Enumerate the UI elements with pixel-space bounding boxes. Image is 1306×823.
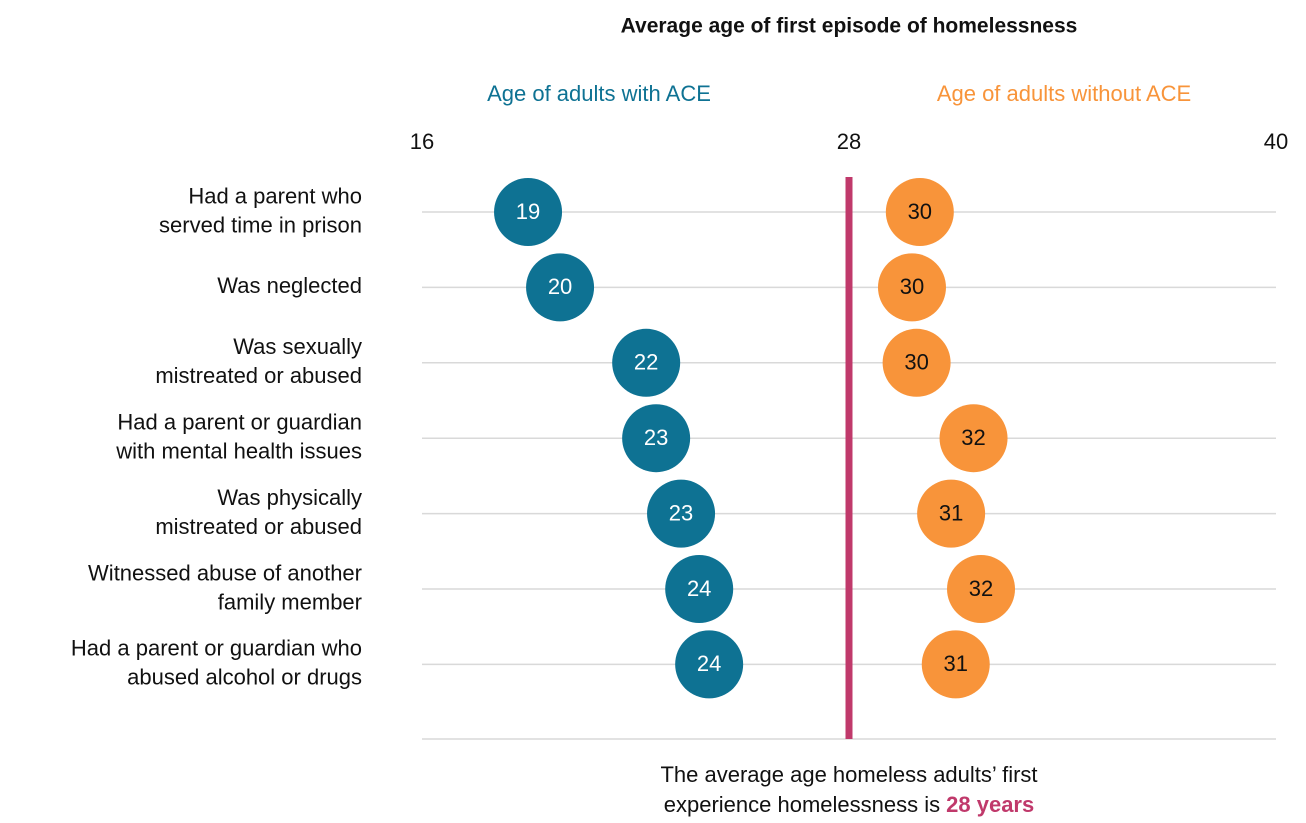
annotation: experience homelessness is 28 years — [664, 792, 1034, 817]
dot — [675, 630, 744, 699]
dot — [665, 555, 734, 623]
x-tick-label: 16 — [410, 129, 434, 154]
category-label: served time in prison — [159, 212, 362, 237]
category-label: Had a parent who — [188, 183, 362, 208]
category-label: Was sexually — [233, 334, 362, 359]
category-label: Was physically — [217, 485, 362, 510]
chart-title: Average age of first episode of homeless… — [621, 15, 1078, 38]
dot — [622, 404, 691, 473]
category-label: family member — [218, 589, 362, 614]
category-label: Witnessed abuse of another — [88, 560, 362, 585]
data-label: 24 — [687, 576, 711, 601]
data-label: 30 — [908, 199, 932, 224]
dot — [494, 178, 563, 246]
category-label: Was neglected — [217, 273, 362, 298]
category-label: Had a parent or guardian who — [71, 636, 362, 661]
dot — [939, 404, 1008, 473]
data-label: 22 — [634, 350, 658, 375]
dot — [612, 328, 681, 397]
data-label: 31 — [944, 651, 968, 676]
data-label: 31 — [939, 500, 963, 525]
x-tick-label: 40 — [1264, 129, 1288, 154]
category-label: mistreated or abused — [155, 514, 362, 539]
dot — [647, 479, 716, 548]
dot — [885, 178, 954, 246]
annotation-highlight: 28 years — [946, 792, 1034, 817]
annotation: The average age homeless adults’ first — [660, 762, 1037, 787]
data-label: 30 — [900, 274, 924, 299]
dot — [526, 253, 595, 322]
data-label: 24 — [697, 651, 721, 676]
annotation-text: experience homelessness is — [664, 792, 940, 817]
x-tick-label: 28 — [837, 129, 861, 154]
legend-label: Age of adults without ACE — [937, 81, 1191, 106]
data-label: 30 — [904, 350, 928, 375]
dot — [877, 253, 946, 322]
dot — [882, 328, 951, 397]
legend-label: Age of adults with ACE — [487, 81, 711, 106]
category-label: mistreated or abused — [155, 363, 362, 388]
dot — [947, 555, 1016, 623]
data-label: 23 — [644, 425, 668, 450]
dot — [917, 479, 986, 548]
dot — [921, 630, 990, 699]
category-label: with mental health issues — [115, 439, 362, 464]
category-label: abused alcohol or drugs — [127, 665, 362, 690]
data-label: 32 — [969, 576, 993, 601]
data-label: 20 — [548, 274, 572, 299]
category-label: Had a parent or guardian — [117, 410, 362, 435]
data-label: 23 — [669, 500, 693, 525]
data-label: 19 — [516, 199, 540, 224]
data-label: 32 — [961, 425, 985, 450]
